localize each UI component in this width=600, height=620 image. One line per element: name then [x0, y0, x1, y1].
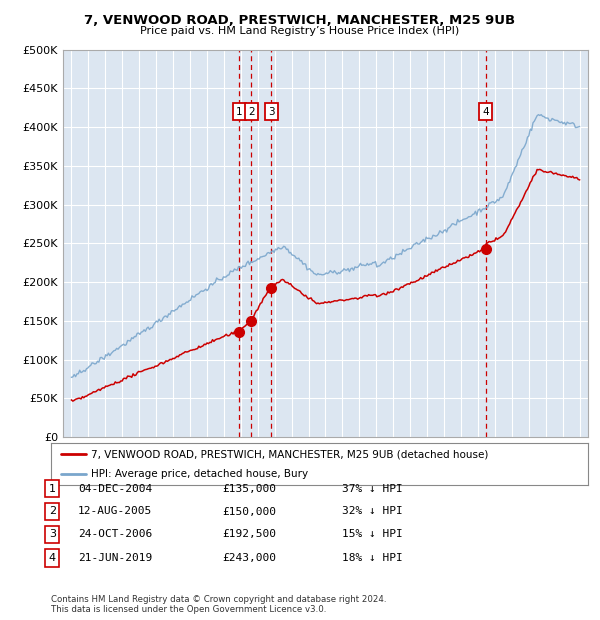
- Text: This data is licensed under the Open Government Licence v3.0.: This data is licensed under the Open Gov…: [51, 604, 326, 614]
- Text: 12-AUG-2005: 12-AUG-2005: [78, 507, 152, 516]
- Text: 32% ↓ HPI: 32% ↓ HPI: [342, 507, 403, 516]
- Text: 4: 4: [482, 107, 489, 117]
- Text: 7, VENWOOD ROAD, PRESTWICH, MANCHESTER, M25 9UB: 7, VENWOOD ROAD, PRESTWICH, MANCHESTER, …: [85, 14, 515, 27]
- Text: 3: 3: [49, 529, 56, 539]
- Text: 15% ↓ HPI: 15% ↓ HPI: [342, 529, 403, 539]
- Text: 18% ↓ HPI: 18% ↓ HPI: [342, 553, 403, 563]
- Text: Contains HM Land Registry data © Crown copyright and database right 2024.: Contains HM Land Registry data © Crown c…: [51, 595, 386, 604]
- Text: 1: 1: [236, 107, 243, 117]
- Text: 1: 1: [49, 484, 56, 494]
- Text: 2: 2: [248, 107, 254, 117]
- Text: 21-JUN-2019: 21-JUN-2019: [78, 553, 152, 563]
- Text: £243,000: £243,000: [222, 553, 276, 563]
- Text: Price paid vs. HM Land Registry’s House Price Index (HPI): Price paid vs. HM Land Registry’s House …: [140, 26, 460, 36]
- Text: 2: 2: [49, 507, 56, 516]
- Text: 7, VENWOOD ROAD, PRESTWICH, MANCHESTER, M25 9UB (detached house): 7, VENWOOD ROAD, PRESTWICH, MANCHESTER, …: [91, 450, 488, 459]
- Text: £150,000: £150,000: [222, 507, 276, 516]
- Text: £135,000: £135,000: [222, 484, 276, 494]
- Text: 24-OCT-2006: 24-OCT-2006: [78, 529, 152, 539]
- Text: 04-DEC-2004: 04-DEC-2004: [78, 484, 152, 494]
- Text: 37% ↓ HPI: 37% ↓ HPI: [342, 484, 403, 494]
- Text: HPI: Average price, detached house, Bury: HPI: Average price, detached house, Bury: [91, 469, 308, 479]
- Text: 3: 3: [268, 107, 275, 117]
- Text: 4: 4: [49, 553, 56, 563]
- Text: £192,500: £192,500: [222, 529, 276, 539]
